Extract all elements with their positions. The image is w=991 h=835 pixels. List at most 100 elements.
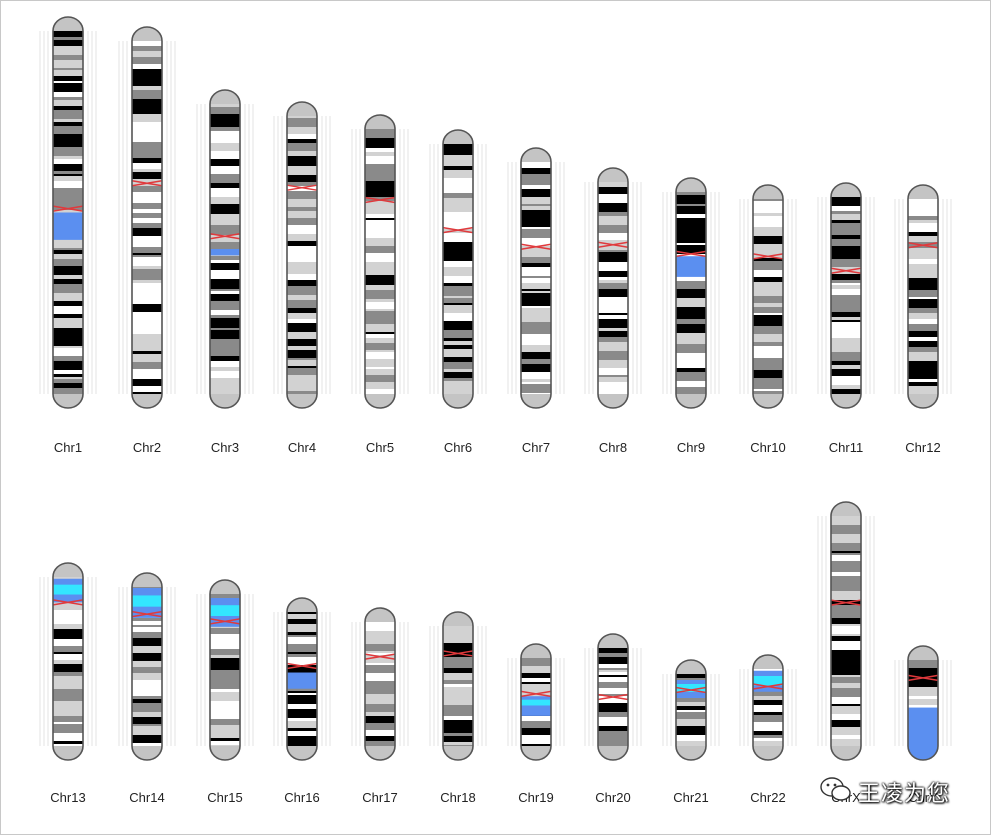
cytoband [287,739,317,746]
cytoband [132,253,162,255]
telomere-cap [831,746,861,760]
cytoband [598,289,628,297]
cytoband [443,742,473,745]
cytoband [831,329,861,338]
cytoband [132,688,162,696]
cytoband [53,119,83,122]
cytoband [53,654,83,660]
chromosome-chr20: Chr20 [584,633,642,805]
telomere-cap [521,394,551,408]
cytoband [132,712,162,717]
cytoband [598,677,628,682]
chromosome-outline [131,26,163,409]
cytoband [753,204,783,206]
cytoband [287,159,317,166]
cytoband [753,213,783,216]
cytoband [132,127,162,133]
cytoband [210,291,240,294]
cytoband [753,696,783,698]
cytoband [443,684,473,687]
cytoband [831,605,861,609]
cytoband [753,346,783,353]
chromosome-label: Chr7 [522,440,550,455]
cytoband [753,389,783,391]
cytoband [831,720,861,727]
cytoband [676,698,706,702]
cytoband [598,694,628,696]
cytoband [443,203,473,212]
cytoband [831,365,861,369]
cytoband [365,189,395,197]
chromosome-label: Chr13 [50,790,85,805]
cytoband [521,678,551,680]
cytoband [132,667,162,673]
cytoband [908,699,938,705]
cytoband [132,269,162,277]
cytoband [132,334,162,343]
cytoband [831,369,861,376]
cytoband [831,688,861,697]
telomere-cap [753,655,783,669]
cytoband [132,57,162,64]
cytoband [521,744,551,746]
cytoband [132,106,162,114]
cytoband [521,372,551,379]
cytoband [831,346,861,352]
cytoband [908,223,938,232]
highlight-region [676,256,706,277]
cytoband [831,641,861,650]
cytoband [831,289,861,295]
cytoband [831,283,861,285]
cytoband [287,319,317,323]
telomere-cap [287,394,317,408]
cytoband [908,213,938,216]
cytoband [443,729,473,733]
telomere-cap [676,178,706,192]
cytoband [676,379,706,381]
cytoband [365,214,395,218]
cytoband [53,40,83,46]
cytoband [132,247,162,253]
cytoband [132,90,162,93]
cytoband [598,271,628,277]
cytoband [365,152,395,156]
cytoband [753,353,783,358]
cytoband [676,710,706,712]
cytoband [831,555,861,561]
cytoband [831,668,861,675]
chromosome-chr18: Chr18 [429,611,487,805]
cytoband [831,677,861,683]
cytoband [210,166,240,171]
cytoband [831,304,861,312]
cytoband [908,199,938,207]
cytoband [287,693,317,695]
cytoband [132,318,162,326]
cytoband [132,86,162,88]
cytoband [132,369,162,375]
cytoband [210,328,240,330]
cytoband [53,370,83,374]
cytoband [132,703,162,712]
cytoband [676,214,706,218]
cytoband [598,256,628,262]
cytoband [210,260,240,263]
cytoband [53,615,83,624]
cytoband [365,739,395,741]
cytoband [210,658,240,662]
chromosome-chr3: Chr3 [196,89,254,455]
cytoband [210,188,240,197]
cytoband [287,295,317,300]
cytoband [210,263,240,270]
cytoband [210,214,240,223]
cytoband [521,393,551,394]
cytoband [676,333,706,338]
cytoband [598,212,628,216]
cytoband [598,280,628,283]
telomere-cap [598,634,628,648]
cytoband [831,553,861,555]
cytoband [676,674,706,678]
cytoband [753,227,783,236]
cytoband [443,357,473,362]
cytoband [831,739,861,746]
chromosome-outline [52,562,84,761]
